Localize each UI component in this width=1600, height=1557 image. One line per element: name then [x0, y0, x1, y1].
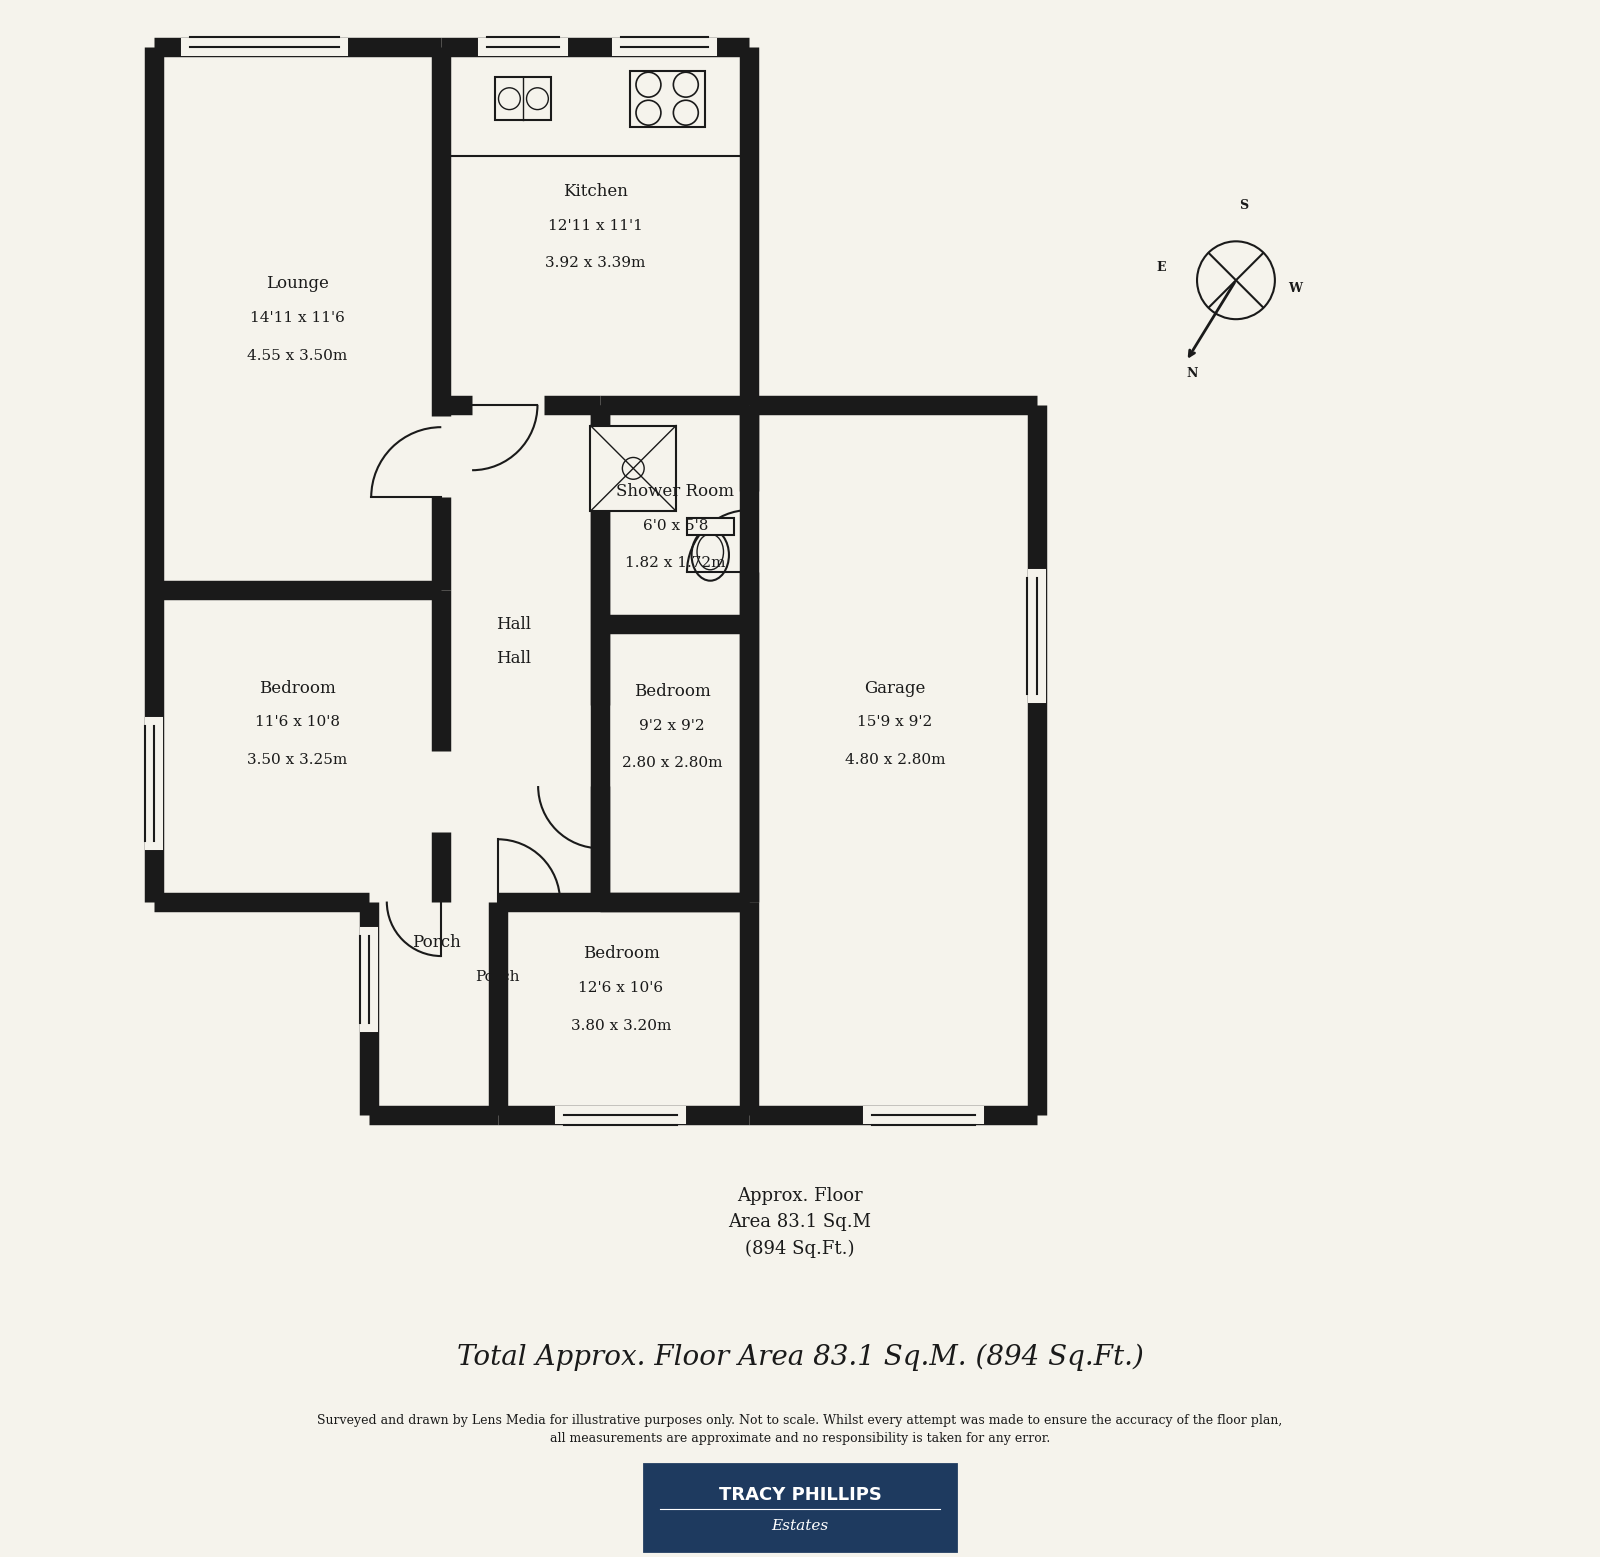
- Text: N: N: [1187, 367, 1198, 380]
- Text: Garage: Garage: [864, 680, 926, 696]
- Text: Estates: Estates: [771, 1520, 829, 1532]
- Text: Kitchen: Kitchen: [563, 184, 627, 199]
- Text: Bedroom: Bedroom: [634, 684, 710, 701]
- Ellipse shape: [698, 534, 723, 570]
- Text: 6'0 x 5'8: 6'0 x 5'8: [643, 518, 709, 532]
- Ellipse shape: [691, 529, 730, 581]
- Text: Porch: Porch: [475, 970, 520, 984]
- Text: 11'6 x 10'8: 11'6 x 10'8: [254, 716, 341, 730]
- Text: 12'6 x 10'6: 12'6 x 10'6: [578, 981, 664, 995]
- Text: Bedroom: Bedroom: [259, 680, 336, 696]
- Text: Lounge: Lounge: [266, 276, 330, 293]
- Text: E: E: [1157, 262, 1166, 274]
- Text: 14'11 x 11'6: 14'11 x 11'6: [250, 311, 346, 325]
- Bar: [630, 70, 704, 126]
- Text: 3.92 x 3.39m: 3.92 x 3.39m: [546, 257, 645, 269]
- Text: 4.80 x 2.80m: 4.80 x 2.80m: [845, 754, 946, 768]
- Text: W: W: [1288, 282, 1302, 294]
- Text: 12'11 x 11'1: 12'11 x 11'1: [547, 220, 643, 232]
- Text: 3.80 x 3.20m: 3.80 x 3.20m: [571, 1018, 670, 1032]
- Text: 1.82 x 1.72m: 1.82 x 1.72m: [626, 556, 726, 570]
- Text: 2.80 x 2.80m: 2.80 x 2.80m: [622, 757, 723, 771]
- Text: 15'9 x 9'2: 15'9 x 9'2: [858, 716, 933, 730]
- Text: Hall: Hall: [496, 651, 531, 668]
- Text: Porch: Porch: [411, 934, 461, 951]
- Text: 3.50 x 3.25m: 3.50 x 3.25m: [248, 754, 347, 768]
- Text: Hall: Hall: [496, 617, 531, 634]
- FancyBboxPatch shape: [645, 1464, 955, 1551]
- Text: TRACY PHILLIPS: TRACY PHILLIPS: [718, 1485, 882, 1504]
- Text: 4.55 x 3.50m: 4.55 x 3.50m: [248, 349, 347, 363]
- Text: 9'2 x 9'2: 9'2 x 9'2: [640, 719, 706, 733]
- Bar: [496, 76, 552, 120]
- Text: Surveyed and drawn by Lens Media for illustrative purposes only. Not to scale. W: Surveyed and drawn by Lens Media for ill…: [317, 1414, 1283, 1445]
- Bar: [686, 517, 734, 534]
- Text: Approx. Floor
Area 83.1 Sq.M
(894 Sq.Ft.): Approx. Floor Area 83.1 Sq.M (894 Sq.Ft.…: [728, 1186, 872, 1258]
- Text: Total Approx. Floor Area 83.1 Sq.M. (894 Sq.Ft.): Total Approx. Floor Area 83.1 Sq.M. (894…: [456, 1344, 1144, 1372]
- Text: Shower Room: Shower Room: [616, 483, 734, 500]
- Text: Bedroom: Bedroom: [582, 945, 659, 962]
- Bar: [590, 425, 677, 511]
- Text: S: S: [1238, 199, 1248, 212]
